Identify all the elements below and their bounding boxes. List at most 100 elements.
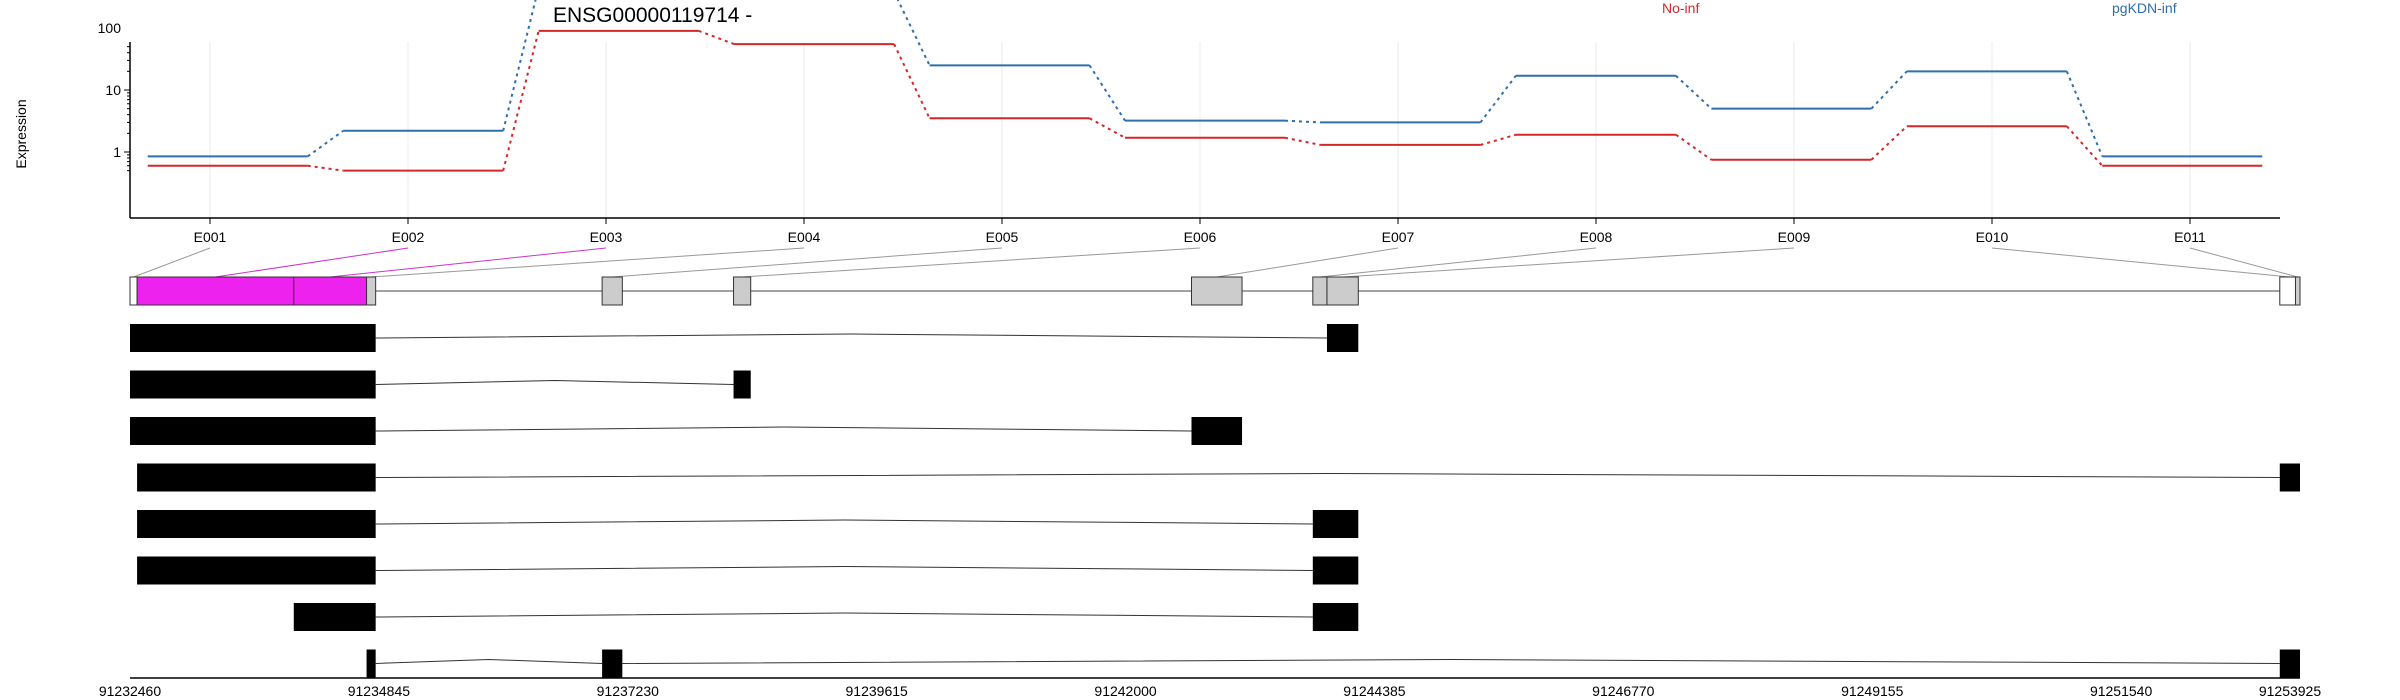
x-tick-label-E008: E008	[1580, 229, 1613, 245]
gene-exon-E005	[601, 276, 623, 306]
series-pgkdn-inf-transition-7	[1479, 75, 1517, 124]
transcript-3-exon-2	[1191, 417, 1243, 445]
series-no-inf-transition-3	[698, 29, 735, 46]
genomic-coordinate-axis: 91232460 91234845 91237230 91239615 91242000…	[99, 677, 2322, 699]
coord-tick-label-91244385: 91244385	[1343, 683, 1406, 699]
y-axis: 1 10 100	[98, 20, 131, 218]
coord-tick-label-91251540: 91251540	[2090, 683, 2153, 699]
x-tick-label-E010: E010	[1976, 229, 2009, 245]
series-pgkdn-inf-transition-2	[502, 0, 537, 132]
transcript-8-intron-2	[622, 658, 2280, 664]
series-layer	[147, 0, 2263, 172]
series-no-inf-transition-1	[307, 164, 344, 172]
coord-tick-label-91232460: 91232460	[99, 683, 162, 699]
x-tick-label-E001: E001	[194, 229, 227, 245]
transcript-8-exon-2	[602, 649, 623, 678]
connector-E002	[215, 247, 409, 278]
chart-title: ENSG00000119714 -	[553, 4, 752, 27]
gene-exon-E007	[1190, 276, 1243, 306]
series-pgkdn-inf-transition-6	[1284, 119, 1321, 124]
y-tick-label-1: 1	[113, 144, 121, 160]
transcript-4-exon-1	[137, 463, 376, 492]
coord-tick-label-91246770: 91246770	[1592, 683, 1655, 699]
transcript-2-exon-1	[130, 370, 376, 399]
transcript-6-exon-2	[1312, 556, 1359, 585]
transcript-2-intron-1	[375, 379, 734, 385]
transcript-1-exon-2	[1326, 324, 1359, 352]
connector-E010	[1991, 247, 2290, 278]
gene-exon-E009	[1326, 276, 1359, 306]
gene-exon-E001	[129, 276, 138, 306]
coord-tick-label-91237230: 91237230	[597, 683, 660, 699]
legend-no-inf: No-inf	[1662, 0, 1699, 16]
transcript-2-exon-2	[733, 370, 751, 399]
coord-tick-label-91249155: 91249155	[1841, 683, 1904, 699]
gene-model	[129, 276, 2301, 306]
series-no-inf-transition-2	[502, 30, 540, 171]
x-tick-label-E007: E007	[1382, 229, 1415, 245]
x-tick-label-E005: E005	[986, 229, 1019, 245]
y-axis-label: Expression	[13, 99, 29, 168]
transcript-7-exon-2	[1312, 603, 1359, 631]
x-tick-label-E003: E003	[590, 229, 623, 245]
x-axis: E001 E002 E003 E004 E005 E006 E007 E008 E009 E010…	[130, 217, 2280, 245]
connector-E006	[742, 247, 1201, 278]
x-tick-label-E004: E004	[788, 229, 821, 245]
series-no-inf-transition-5	[1089, 117, 1126, 139]
connector-E001	[133, 247, 211, 278]
transcript-3-intron-1	[375, 426, 1192, 432]
coord-tick-label-91242000: 91242000	[1094, 683, 1157, 699]
transcript-7-exon-1	[293, 603, 376, 631]
transcript-6-exon-1	[137, 556, 376, 585]
x-tick-label-E009: E009	[1778, 229, 1811, 245]
transcript-8-intron-1	[375, 658, 603, 664]
series-pgkdn-inf-transition-4	[896, 0, 931, 66]
series-no-inf-transition-10	[2066, 125, 2104, 167]
transcript-4-exon-2	[2279, 463, 2300, 492]
gene-exon-E004	[366, 276, 377, 306]
series-pgkdn-inf-transition-1	[307, 129, 344, 158]
transcript-8-exon-3	[2279, 649, 2300, 678]
transcript-1-exon-1	[130, 324, 376, 352]
exon-connectors	[133, 247, 2298, 278]
series-no-inf-transition-7	[1480, 133, 1517, 146]
series-pgkdn-inf-transition-10	[2065, 70, 2104, 157]
gene-exon-E003	[293, 276, 368, 306]
legend-pgkdn-inf: pgKDN-inf	[2112, 0, 2177, 16]
transcript-4-intron-1	[375, 472, 2280, 478]
series-no-inf-transition-9	[1870, 125, 1908, 161]
series-no-inf-transition-6	[1284, 136, 1321, 146]
connector-E008	[1319, 247, 1597, 278]
transcript-1-intron-1	[375, 333, 1327, 339]
transcript-5-intron-1	[375, 519, 1313, 525]
connector-E009	[1342, 247, 1795, 278]
transcript-5-exon-1	[137, 510, 376, 538]
transcript-7-intron-1	[375, 612, 1313, 618]
coord-tick-label-91239615: 91239615	[846, 683, 909, 699]
x-tick-label-E002: E002	[392, 229, 425, 245]
connector-E003	[330, 247, 607, 278]
series-no-inf-transition-4	[893, 43, 931, 119]
transcript-6-intron-1	[375, 565, 1313, 571]
connector-E005	[612, 247, 1003, 278]
connector-E011	[2189, 247, 2298, 278]
gene-exon-E011	[2294, 276, 2301, 306]
y-tick-label-10: 10	[105, 82, 121, 98]
x-tick-label-E006: E006	[1184, 229, 1217, 245]
coord-tick-label-91234845: 91234845	[348, 683, 411, 699]
coord-tick-label-91253925: 91253925	[2259, 683, 2322, 699]
series-pgkdn-inf-transition-5	[1088, 64, 1126, 122]
gene-exon-E006	[733, 276, 752, 306]
series-pgkdn-inf-transition-9	[1870, 70, 1908, 110]
transcript-8-exon-1	[366, 649, 376, 678]
connector-E007	[1216, 247, 1399, 278]
y-tick-label-100: 100	[98, 20, 122, 36]
series-no-inf-transition-8	[1675, 133, 1712, 161]
x-tick-label-E011: E011	[2174, 229, 2206, 245]
transcript-tracks	[130, 324, 2300, 678]
gene-exon-E008	[1312, 276, 1328, 306]
connector-E004	[371, 247, 805, 278]
gene-exon-E002	[136, 276, 295, 306]
series-pgkdn-inf-transition-8	[1675, 74, 1713, 110]
